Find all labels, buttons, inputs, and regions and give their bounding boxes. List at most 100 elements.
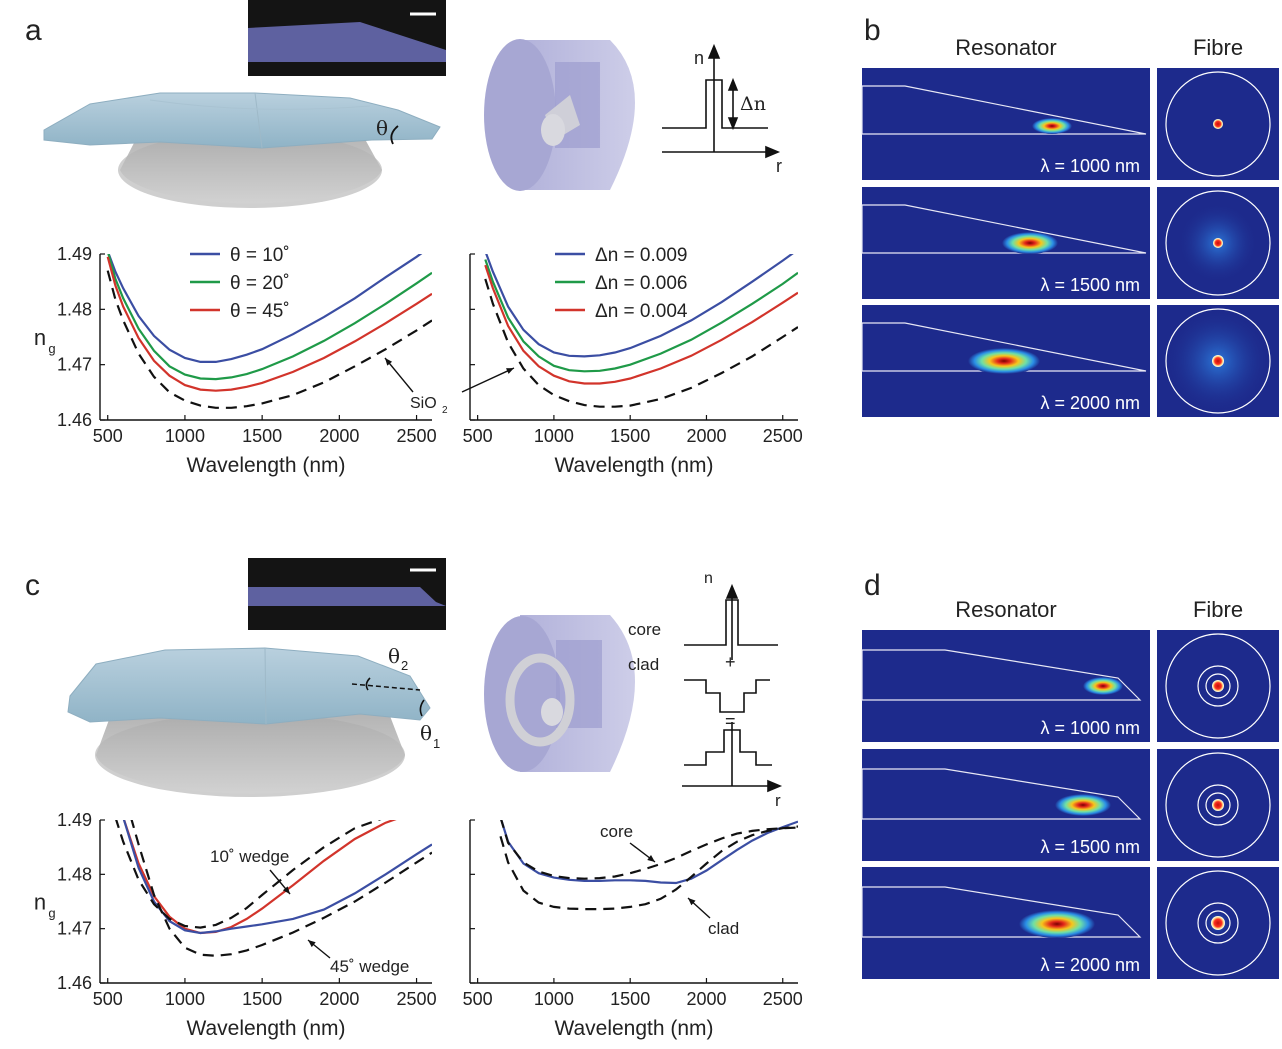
wedge45-arrow-head xyxy=(308,940,316,948)
y-tick-label: 1.46 xyxy=(57,410,92,430)
legend-label: θ = 45˚ xyxy=(230,301,290,322)
fibre-3d-c xyxy=(484,615,635,772)
panel-label-c: c xyxy=(25,569,40,602)
chart-a-right: 500 1000 1500 2000 2500 Wavelength (nm) Δn = 0… xyxy=(463,245,803,477)
mode-row-b-1: λ = 1000 nm xyxy=(861,68,1279,180)
profile-r-label: r xyxy=(776,156,782,176)
x-tick-label: 1500 xyxy=(242,989,282,1009)
series-line-1 xyxy=(500,820,798,880)
x-axis-label: Wavelength (nm) xyxy=(554,1017,713,1040)
resonator-outline xyxy=(861,322,1147,372)
x-tick-label: 2000 xyxy=(319,426,359,446)
fibre-heading-d: Fibre xyxy=(1193,597,1243,622)
x-tick-label: 500 xyxy=(463,989,493,1009)
core-arrow-head xyxy=(647,855,655,862)
series-line-dashed-0 xyxy=(500,820,798,885)
resonator-outline xyxy=(861,768,1142,820)
resonator-mode-image xyxy=(862,867,1150,979)
x-tick-label: 2500 xyxy=(397,989,437,1009)
resonator-outline xyxy=(861,649,1142,701)
fibre-3d-a xyxy=(484,39,635,191)
series-line-0 xyxy=(485,254,794,358)
sem-inset-a xyxy=(248,0,446,76)
panel-label-a: a xyxy=(25,14,42,47)
mode-row-d-3: λ = 2000 nm xyxy=(861,867,1279,979)
x-tick-label: 1000 xyxy=(534,989,574,1009)
resonator-outline xyxy=(861,886,1142,938)
profile-c-n-label: n xyxy=(704,570,713,587)
chart-a-left: 500 1000 1500 2000 2500 1.46 1.47 1.48 1.49 Wavel… xyxy=(34,244,437,477)
fibre-mode-core xyxy=(1213,238,1223,248)
x-tick-label: 500 xyxy=(93,426,123,446)
wavelength-label: λ = 1500 nm xyxy=(1040,275,1140,295)
series-line-dashed-2 xyxy=(115,820,382,929)
series-line-dashed-3 xyxy=(130,820,432,957)
profile-clad-label: clad xyxy=(628,655,659,674)
x-tick-label: 1500 xyxy=(610,989,650,1009)
fibre-cladding-outline xyxy=(1165,633,1271,739)
wavelength-label: λ = 1000 nm xyxy=(1040,156,1140,176)
theta2-sub: 2 xyxy=(401,658,408,673)
fibre-ring-outline xyxy=(1197,902,1239,944)
equals-sign: = xyxy=(725,711,736,731)
series-line-1 xyxy=(484,259,798,373)
legend-label: θ = 10˚ xyxy=(230,245,290,266)
x-tick-label: 500 xyxy=(463,426,493,446)
sio2-arrow-right xyxy=(461,367,515,393)
panel-label-d: d xyxy=(864,569,881,602)
series-line-dashed-3 xyxy=(484,278,798,408)
series-line-2 xyxy=(499,825,798,911)
y-axis-label-sub: g xyxy=(48,341,55,356)
mode-row-d-2: λ = 1500 nm xyxy=(861,749,1279,861)
resonator-mode xyxy=(1083,677,1123,695)
wedge45-label: 45˚ wedge xyxy=(330,957,409,976)
y-axis-label-sub: g xyxy=(48,906,55,921)
theta-label: θ xyxy=(376,116,388,140)
wavelength-label: λ = 1000 nm xyxy=(1040,718,1140,738)
index-profile-c xyxy=(682,583,783,793)
mode-images: λ = 1000 nm λ = 1500 nm λ = 2000 nm λ = 100… xyxy=(861,68,1279,979)
fibre-ring-outline xyxy=(1205,910,1231,936)
legend-label: Δn = 0.009 xyxy=(595,245,687,266)
plus-sign: + xyxy=(725,652,736,672)
legend-label: Δn = 0.006 xyxy=(595,273,687,294)
x-tick-label: 2500 xyxy=(397,426,437,446)
resonator-outline xyxy=(861,204,1147,254)
wedge-resonator-c: θ 2 θ 1 xyxy=(67,644,440,797)
x-tick-label: 1500 xyxy=(242,426,282,446)
series-line-0 xyxy=(122,820,397,935)
x-tick-label: 2500 xyxy=(763,426,803,446)
fibre-mode-core xyxy=(1212,799,1224,811)
profile-core-label: core xyxy=(628,620,661,639)
profile-c-r-label: r xyxy=(775,791,781,810)
x-tick-label: 1000 xyxy=(165,426,205,446)
resonator-mode xyxy=(1019,910,1095,938)
delta-n-label: Δn xyxy=(740,93,766,115)
x-tick-label: 500 xyxy=(93,989,123,1009)
resonator-mode xyxy=(1002,232,1058,254)
clad-arrow-head xyxy=(688,898,696,906)
y-axis-label: n xyxy=(34,325,46,350)
resonator-mode xyxy=(1032,118,1072,134)
sio2-label: SiO xyxy=(410,395,437,412)
panel-label-b: b xyxy=(864,14,881,47)
wedge10-label: 10˚ wedge xyxy=(210,847,289,866)
fibre-ring-outline xyxy=(1205,792,1231,818)
x-tick-label: 2000 xyxy=(319,989,359,1009)
series-line-2 xyxy=(106,256,432,392)
fibre-cladding-outline xyxy=(1165,71,1271,177)
sem-inset-c xyxy=(248,558,446,630)
wavelength-label: λ = 2000 nm xyxy=(1040,393,1140,413)
theta1-sub: 1 xyxy=(433,736,440,751)
core-curve-label: core xyxy=(600,822,633,841)
x-tick-label: 1500 xyxy=(610,426,650,446)
fibre-mode-core xyxy=(1211,916,1225,930)
fibre-mode-core xyxy=(1212,680,1224,692)
fibre-ring-outline xyxy=(1197,665,1239,707)
x-tick-label: 1000 xyxy=(534,426,574,446)
fibre-mode-core xyxy=(1213,119,1223,129)
fibre-heading-b: Fibre xyxy=(1193,35,1243,60)
x-tick-label: 2000 xyxy=(686,426,726,446)
y-tick-label: 1.49 xyxy=(57,810,92,830)
